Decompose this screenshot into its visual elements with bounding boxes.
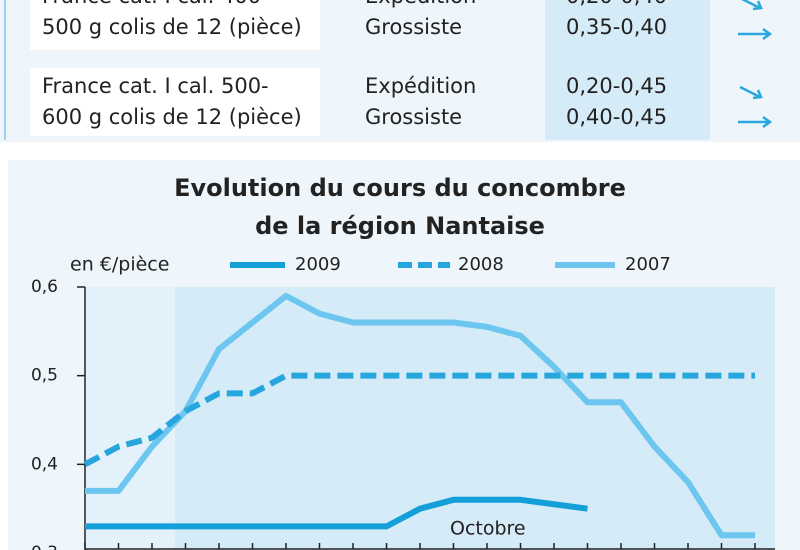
cell [30,0,320,50]
series-line [85,292,755,539]
price: 0,40-0,45 [566,105,667,129]
stage: Expédition [365,74,476,98]
legend-label: 2008 [458,254,504,275]
price: 0,35-0,40 [566,15,667,39]
y-tick-label: 0,3 [31,543,58,550]
series-line [83,372,755,467]
product: France cat. I cal. 500- [42,74,269,98]
chart-title: Evolution du cours du concombre [174,174,626,202]
y-tick-label: 0,4 [31,454,58,474]
stage: Grossiste [365,105,462,129]
y-tick-label: 0,6 [31,277,58,297]
y-axis-label: en €/pièce [70,254,169,276]
product: 600 g colis de 12 (pièce) [42,105,302,129]
stage: Grossiste [365,15,462,39]
chart-title: de la région Nantaise [255,212,545,240]
product: 500 g colis de 12 (pièce) [42,15,302,39]
product: France cat. I cal. 400- [42,0,269,8]
trend-icons [738,0,773,129]
plot-bg-left [85,287,175,550]
y-tick-label: 0,5 [31,366,58,386]
series-line [85,496,588,530]
plot-bg [175,287,775,550]
annotation: Octobre [450,518,526,540]
price: 0,20-0,45 [566,74,667,98]
legend-label: 2007 [625,254,671,275]
stage: Expédition [365,0,476,8]
legend-label: 2009 [295,254,341,275]
cell [30,68,320,136]
price-column [545,0,710,140]
price: 0,20-0,40 [566,0,667,8]
